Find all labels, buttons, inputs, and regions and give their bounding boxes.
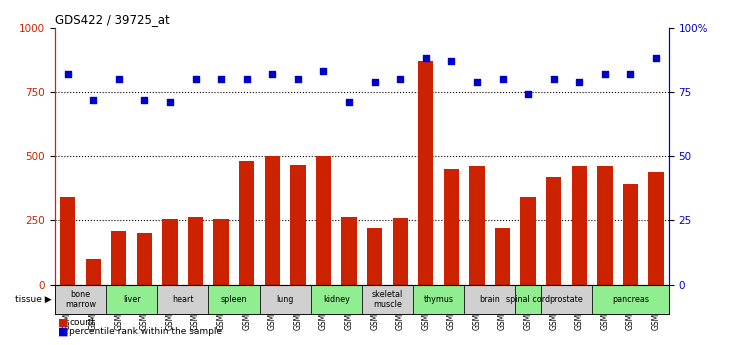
Bar	[290, 165, 306, 285]
Point	[189, 76, 201, 82]
Bar	[413, 285, 464, 314]
Bar	[60, 197, 75, 285]
Bar	[111, 231, 126, 285]
Bar	[157, 285, 208, 314]
Point	[624, 71, 636, 77]
Bar	[418, 61, 433, 285]
Text: percentile rank within the sample: percentile rank within the sample	[69, 327, 222, 336]
Bar	[495, 228, 510, 285]
Bar	[86, 259, 101, 285]
Bar	[464, 285, 515, 314]
Point	[548, 76, 559, 82]
Bar	[546, 177, 561, 285]
Text: tissue ▶: tissue ▶	[15, 295, 51, 304]
Text: kidney: kidney	[323, 295, 349, 304]
Point	[113, 76, 124, 82]
Point	[522, 92, 534, 97]
Bar	[265, 156, 280, 285]
Bar	[188, 217, 203, 285]
Point	[164, 99, 175, 105]
Text: thymus: thymus	[423, 295, 454, 304]
Point	[317, 69, 329, 74]
Point	[343, 99, 355, 105]
Bar	[469, 166, 485, 285]
Text: pancreas: pancreas	[612, 295, 649, 304]
Bar	[260, 285, 311, 314]
Text: heart: heart	[172, 295, 194, 304]
Text: bone
marrow: bone marrow	[65, 289, 96, 309]
Point	[599, 71, 610, 77]
Point	[61, 71, 73, 77]
Bar	[592, 285, 669, 314]
Bar	[55, 285, 106, 314]
Point	[471, 79, 482, 84]
Point	[650, 56, 662, 61]
Point	[496, 76, 508, 82]
Point	[420, 56, 431, 61]
Bar	[137, 233, 152, 285]
Point	[368, 79, 380, 84]
Text: spinal cord: spinal cord	[506, 295, 550, 304]
Point	[266, 71, 278, 77]
Point	[292, 76, 303, 82]
Bar	[597, 166, 613, 285]
Bar	[515, 285, 541, 314]
Text: skeletal
muscle: skeletal muscle	[372, 289, 403, 309]
Bar	[208, 285, 260, 314]
Text: spleen: spleen	[221, 295, 247, 304]
Point	[87, 97, 99, 102]
Bar	[362, 285, 413, 314]
Bar	[162, 219, 178, 285]
Bar	[213, 219, 229, 285]
Text: liver: liver	[123, 295, 140, 304]
Point	[215, 76, 227, 82]
Point	[138, 97, 150, 102]
Text: ■: ■	[58, 326, 69, 336]
Point	[445, 58, 458, 64]
Text: GDS422 / 39725_at: GDS422 / 39725_at	[55, 13, 170, 27]
Bar	[341, 217, 357, 285]
Point	[394, 76, 406, 82]
Bar	[367, 228, 382, 285]
Bar	[393, 218, 408, 285]
Text: prostate: prostate	[550, 295, 583, 304]
Bar	[444, 169, 459, 285]
Point	[240, 76, 253, 82]
Bar	[311, 285, 362, 314]
Bar	[572, 166, 587, 285]
Bar	[648, 171, 664, 285]
Text: lung: lung	[276, 295, 294, 304]
Text: brain: brain	[480, 295, 500, 304]
Bar	[239, 161, 254, 285]
Text: count: count	[69, 318, 95, 327]
Bar	[520, 197, 536, 285]
Bar	[106, 285, 157, 314]
Point	[573, 79, 585, 84]
Bar	[541, 285, 592, 314]
Bar	[623, 184, 638, 285]
Text: ■: ■	[58, 318, 69, 327]
Bar	[316, 156, 331, 285]
